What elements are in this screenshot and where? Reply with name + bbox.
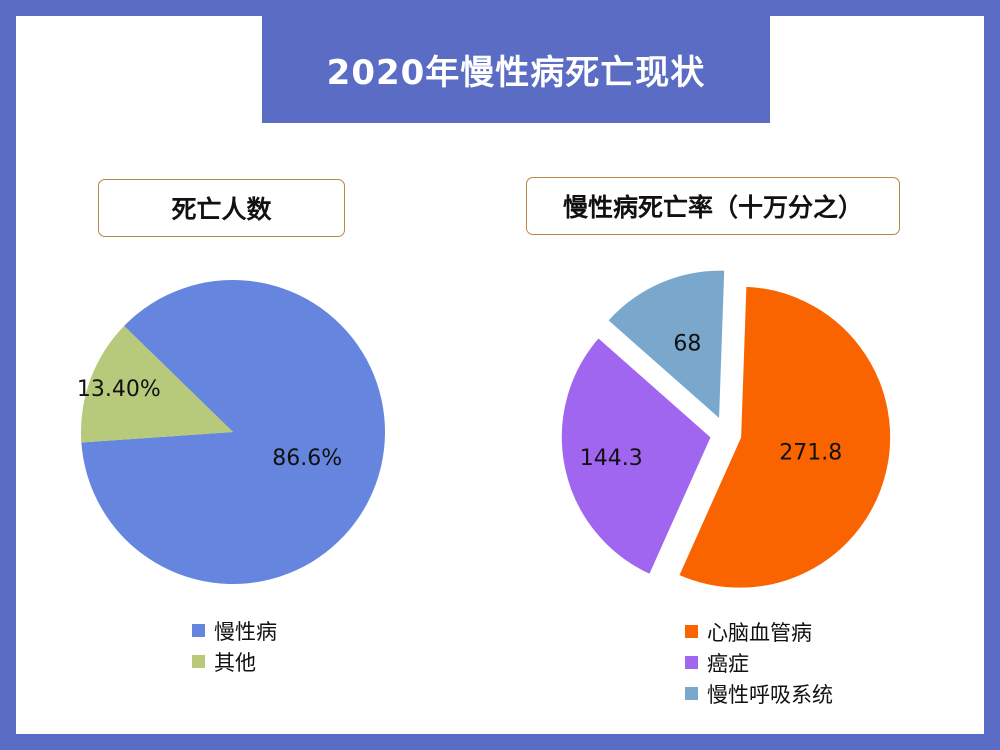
pie-slice (81, 325, 233, 443)
legend-swatch (685, 687, 698, 700)
pie-right: 271.8 144.3 68 (558, 267, 894, 591)
pie-slice (675, 283, 894, 591)
legend-label: 癌症 (707, 651, 749, 676)
pie-data-label: 86.6% (272, 446, 342, 471)
right-chart-title: 慢性病死亡率（十万分之） (526, 177, 900, 235)
pie-data-label: 144.3 (580, 446, 643, 471)
pie-data-label: 68 (673, 331, 701, 356)
legend-label: 慢性病 (214, 619, 277, 644)
legend-label: 心脑血管病 (707, 620, 812, 645)
legend-right: 心脑血管病 癌症 慢性呼吸系统 (685, 616, 833, 709)
legend-swatch (685, 656, 698, 669)
pie-data-label: 13.40% (77, 377, 161, 402)
chart-panel: 2020年慢性病死亡现状 死亡人数 慢性病死亡率（十万分之） 86.6% 13.4… (16, 16, 984, 734)
pie-charts: 86.6% 13.40% 271.8 144.3 68 (77, 267, 894, 591)
legend-swatch (192, 655, 205, 668)
pie-slice (81, 279, 385, 584)
pie-slice (604, 267, 728, 425)
legend-label: 慢性呼吸系统 (707, 682, 833, 707)
left-chart-title: 死亡人数 (98, 179, 345, 237)
pie-slice (558, 334, 715, 578)
pie-data-label: 271.8 (779, 441, 842, 466)
pie-left: 86.6% 13.40% (77, 279, 385, 584)
legend-swatch (685, 625, 698, 638)
legend-swatch (192, 624, 205, 637)
page-title: 2020年慢性病死亡现状 (262, 16, 770, 123)
legend-item: 癌症 (685, 647, 833, 678)
legend-item: 其他 (192, 646, 277, 677)
legend-left: 慢性病 其他 (192, 615, 277, 677)
legend-label: 其他 (214, 650, 256, 675)
legend-item: 慢性病 (192, 615, 277, 646)
legend-item: 心脑血管病 (685, 616, 833, 647)
legend-item: 慢性呼吸系统 (685, 678, 833, 709)
